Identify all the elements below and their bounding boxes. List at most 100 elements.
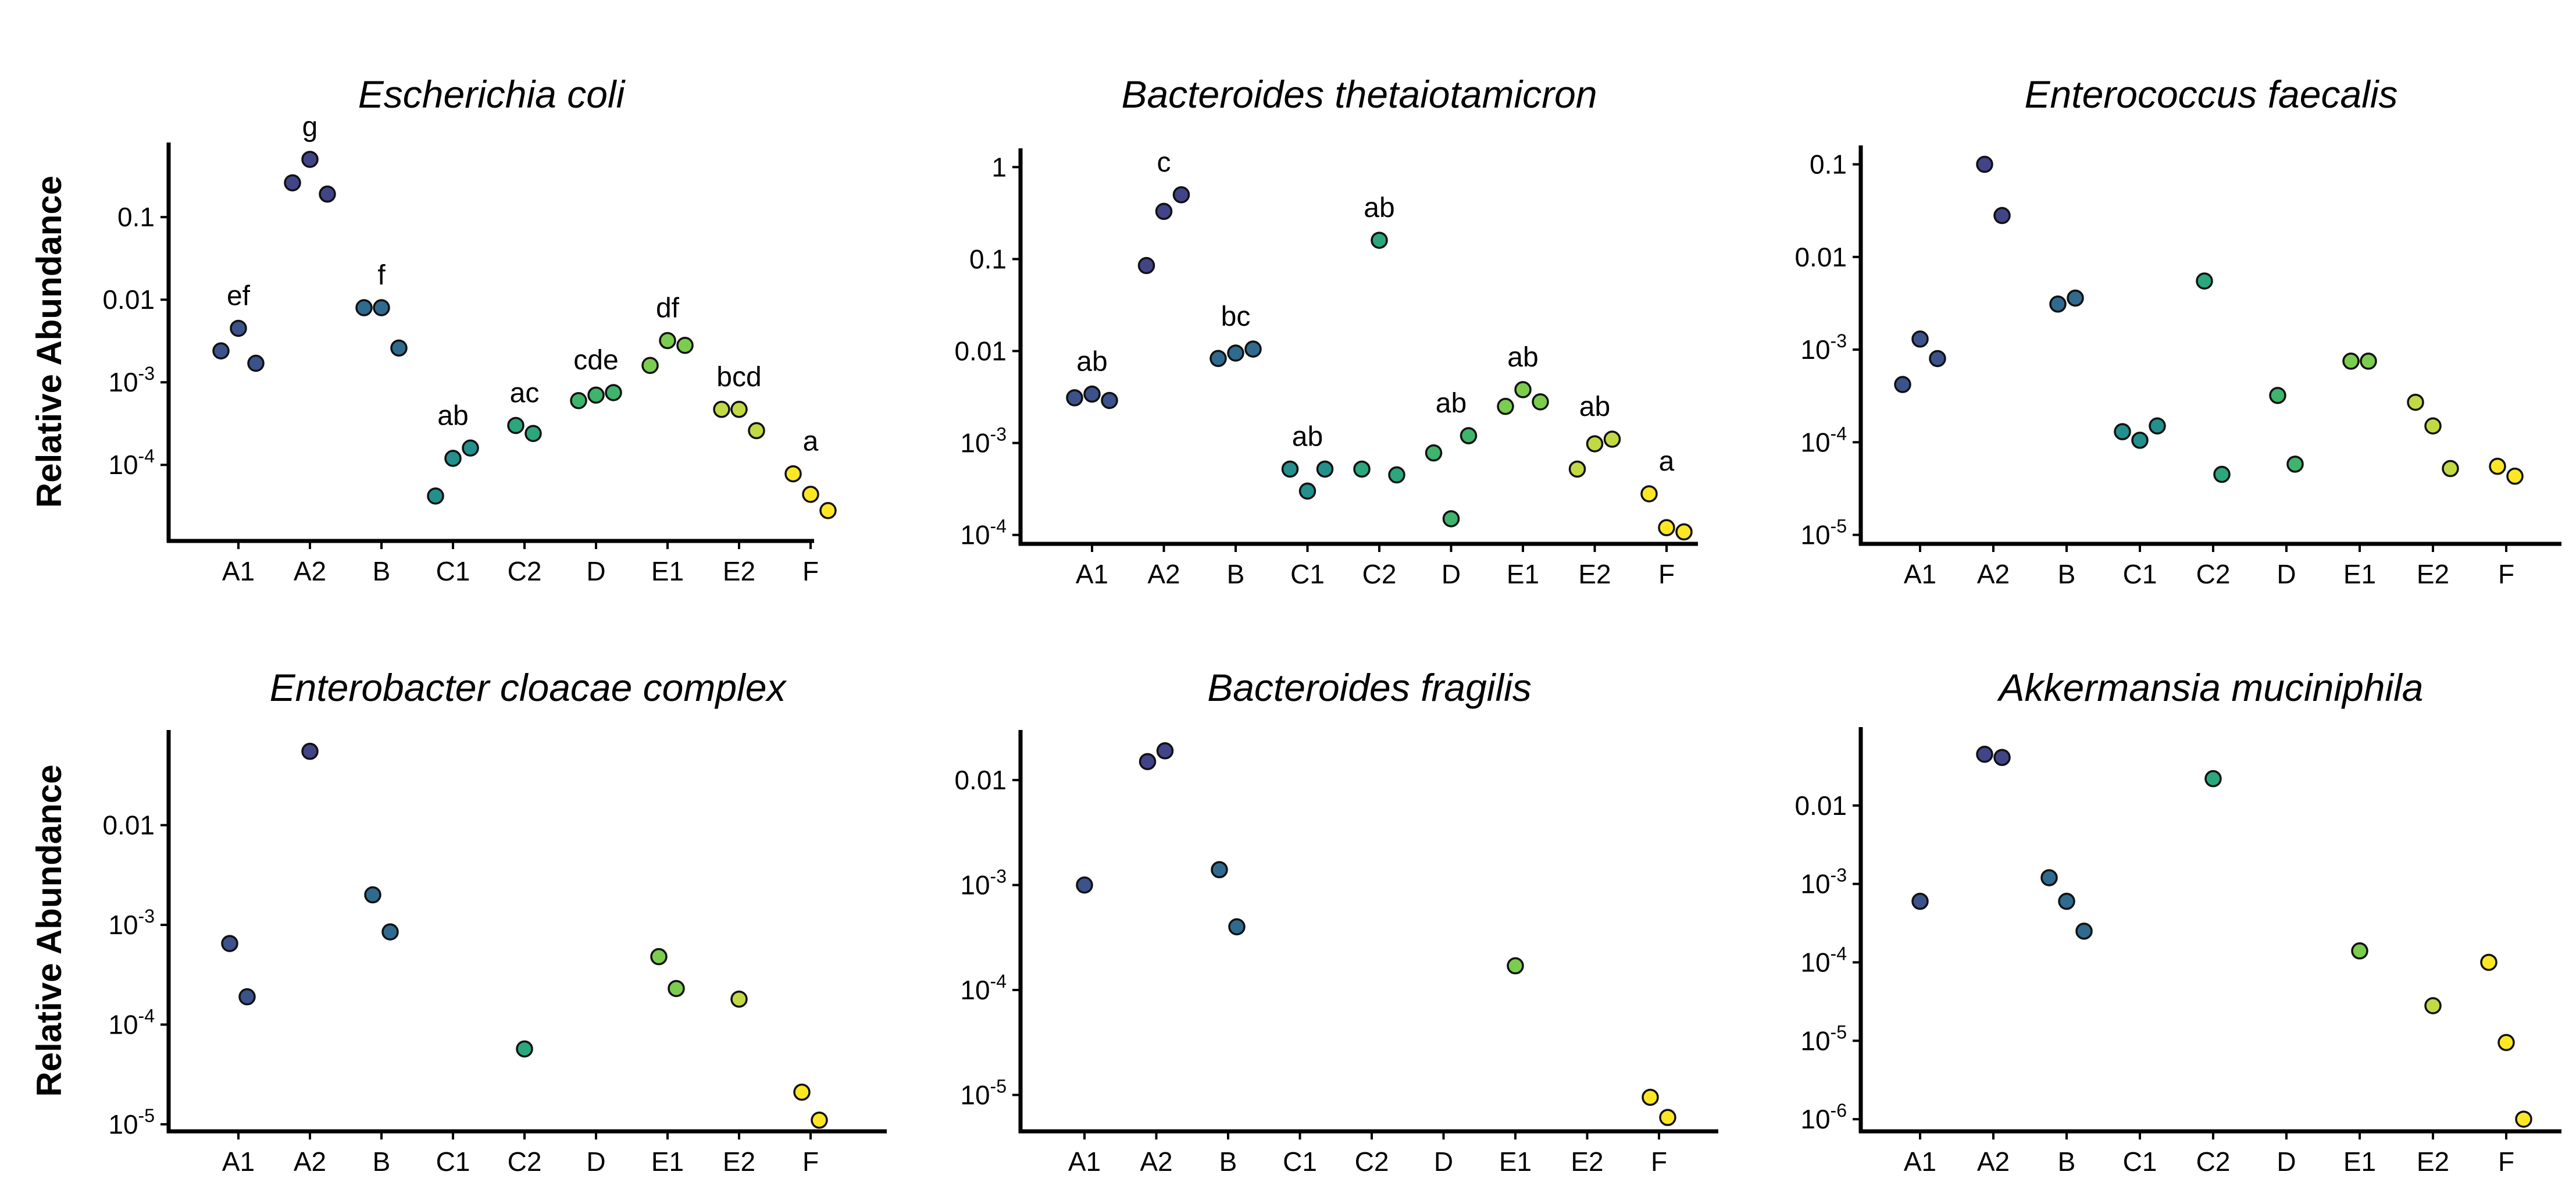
data-point bbox=[373, 299, 390, 316]
data-point bbox=[1640, 485, 1658, 503]
data-point bbox=[1211, 861, 1228, 878]
significance-letter: a bbox=[1659, 446, 1675, 477]
y-tick-label: 10-6 bbox=[1800, 1100, 1847, 1134]
data-point bbox=[2114, 423, 2131, 440]
data-point bbox=[1244, 340, 1262, 358]
x-tick-label: F bbox=[1651, 1146, 1667, 1177]
data-point bbox=[659, 332, 676, 350]
y-tick-label: 0.01 bbox=[102, 810, 155, 841]
significance-letter: ab bbox=[1436, 388, 1467, 419]
data-point bbox=[221, 935, 238, 952]
data-point bbox=[1976, 155, 1993, 173]
data-point bbox=[1497, 397, 1514, 415]
data-point bbox=[1083, 385, 1101, 403]
data-point bbox=[2360, 352, 2377, 370]
y-tick-label: 10-3 bbox=[1800, 865, 1847, 899]
y-tick-label: 1 bbox=[991, 152, 1007, 182]
significance-letter: f bbox=[377, 260, 386, 291]
significance-letter: c bbox=[1157, 147, 1171, 178]
x-tick-label: E2 bbox=[1578, 559, 1611, 589]
data-point bbox=[2075, 923, 2093, 940]
y-tick-label: 10-4 bbox=[960, 971, 1007, 1005]
panel-escherichia-coli: Escherichia coli Relative Abundance 10-4 10… bbox=[30, 73, 837, 586]
y-axis-label: Relative Abundance bbox=[30, 764, 69, 1096]
x-tick-label: A2 bbox=[1977, 559, 2010, 589]
x-tick-label: D bbox=[586, 556, 605, 586]
y-tick-label: 0.1 bbox=[1810, 149, 1847, 180]
x-tick-label: E1 bbox=[651, 1146, 684, 1177]
data-point bbox=[819, 501, 837, 519]
panel-title: Akkermansia muciniphila bbox=[1997, 666, 2424, 709]
data-point bbox=[1929, 350, 1946, 368]
panel-title: Bacteroides fragilis bbox=[1207, 666, 1532, 709]
data-point bbox=[2506, 467, 2524, 485]
x-tick-label: E1 bbox=[2343, 1146, 2376, 1177]
x-tick-label: C1 bbox=[1290, 559, 1325, 589]
data-point bbox=[212, 342, 230, 360]
panel-bacteroides-fragilis: Bacteroides fragilis 10-5 10-4 10-3 0.01 A1 A2… bbox=[954, 666, 1718, 1177]
data-point bbox=[1586, 435, 1604, 453]
data-point bbox=[587, 386, 605, 404]
data-point bbox=[1172, 186, 1190, 204]
x-tick-label: E2 bbox=[1571, 1146, 1603, 1177]
y-tick-label: 10-3 bbox=[108, 363, 155, 397]
y-tick-label: 10-5 bbox=[1800, 1021, 1847, 1056]
x-tick-label: D bbox=[586, 1146, 605, 1177]
data-point bbox=[641, 357, 659, 375]
y-tick-label: 10-4 bbox=[1800, 423, 1847, 457]
data-point bbox=[1156, 742, 1174, 760]
y-tick-label: 10-3 bbox=[960, 424, 1007, 458]
data-point bbox=[2067, 289, 2084, 307]
data-point bbox=[1155, 202, 1173, 220]
data-point bbox=[2407, 393, 2424, 411]
x-tick-label: B bbox=[2058, 559, 2076, 589]
x-tick-label: B bbox=[1227, 559, 1245, 589]
x-tick-label: E1 bbox=[2343, 559, 2376, 589]
x-tick-label: A1 bbox=[222, 1146, 255, 1177]
x-tick-label: D bbox=[1434, 1146, 1453, 1177]
x-tick-label: A2 bbox=[294, 1146, 326, 1177]
x-tick-label: B bbox=[373, 556, 391, 586]
data-point bbox=[1371, 232, 1388, 249]
x-tick-label: E2 bbox=[723, 1146, 755, 1177]
y-tick-label: 0.01 bbox=[954, 336, 1007, 366]
data-point bbox=[2497, 1034, 2515, 1052]
panel-title: Enterobacter cloacae complex bbox=[270, 666, 787, 709]
x-tick-label: A1 bbox=[1904, 1146, 1936, 1177]
data-point bbox=[802, 486, 819, 503]
significance-letter: a bbox=[803, 426, 819, 457]
x-tick-label: C1 bbox=[1283, 1146, 1317, 1177]
x-tick-label: F bbox=[1658, 559, 1675, 589]
data-point bbox=[1076, 876, 1093, 894]
data-point bbox=[1227, 344, 1244, 362]
data-point bbox=[516, 1040, 533, 1058]
x-tick-label: A1 bbox=[1068, 1146, 1101, 1177]
data-point bbox=[1642, 1088, 1659, 1106]
data-point bbox=[2269, 387, 2286, 404]
data-point bbox=[2424, 417, 2442, 435]
data-point bbox=[1911, 330, 1929, 348]
x-tick-label: F bbox=[2498, 1146, 2514, 1177]
y-tick-label: 0.01 bbox=[954, 765, 1007, 795]
significance-letter: ef bbox=[227, 280, 251, 311]
data-point bbox=[2342, 352, 2360, 370]
x-tick-label: C1 bbox=[2123, 559, 2157, 589]
x-tick-label: A2 bbox=[294, 556, 326, 586]
data-point bbox=[1425, 444, 1443, 462]
y-tick-label: 0.1 bbox=[117, 202, 155, 232]
data-point bbox=[444, 450, 462, 467]
panel-bacteroides-thetaiotamicron: Bacteroides thetaiotamicron 10-4 10-3 0.01 0… bbox=[954, 73, 1698, 589]
data-point bbox=[2489, 457, 2506, 475]
data-point bbox=[507, 416, 525, 435]
data-point bbox=[1532, 393, 1549, 411]
data-point bbox=[1281, 460, 1299, 478]
y-tick-label: 10-5 bbox=[1800, 516, 1847, 550]
significance-letter: ab bbox=[1579, 391, 1610, 422]
data-point bbox=[1298, 482, 1316, 500]
significance-letter: cde bbox=[573, 345, 618, 376]
data-point bbox=[301, 742, 319, 760]
data-point bbox=[238, 988, 256, 1006]
x-tick-label: C2 bbox=[508, 556, 542, 586]
y-tick-label: 10-3 bbox=[108, 906, 155, 940]
